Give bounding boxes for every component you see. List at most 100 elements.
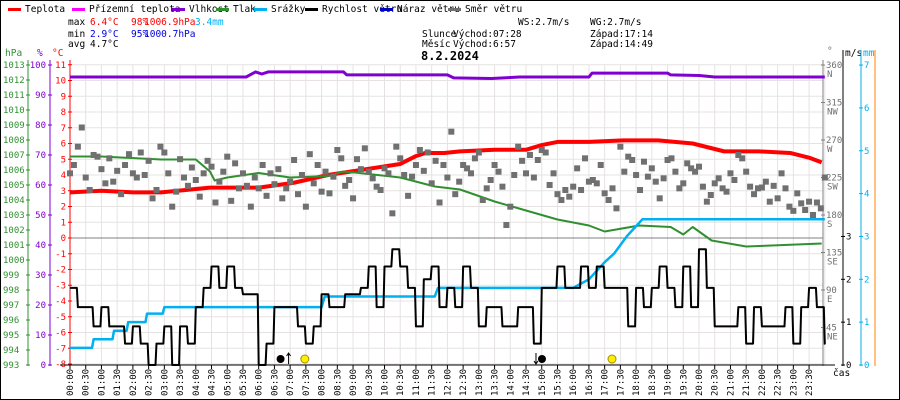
humidity-tick-label: 20 [35,301,46,311]
temp-tick-label: 6 [61,140,66,150]
wind-direction-point [648,165,655,172]
wind-direction-point [503,222,510,228]
wind-direction-point [817,205,824,212]
time-tick-label: 20:00 [695,369,705,396]
legend-label: Směr větru [465,4,523,15]
wind-direction-point [471,155,478,162]
legend-item: Směr větru [448,3,522,17]
wind-direction-point [464,165,471,172]
wind-direction-point [196,193,203,200]
pressure-tick-label: 1013 [3,61,25,71]
wind-direction-point [157,143,164,150]
wind-direction-point [609,185,616,192]
series-speed-line [70,248,826,366]
time-tick-label: 14:30 [522,369,532,396]
wind-direction-point [200,170,207,177]
wind-direction-point [401,172,408,178]
temp-tick-label: 4 [61,171,66,181]
wind-direction-point [589,177,596,183]
temp-tick-label: 10 [55,77,66,87]
wind-direction-point [782,185,789,192]
temp-tick-label: -2 [55,266,66,276]
wind-direction-point [102,180,109,187]
direction-compass-label: SE [827,258,838,268]
pressure-tick-label: 1011 [3,91,25,101]
temp-tick-label: 5 [61,155,66,165]
wind-direction-point [534,157,541,163]
humidity-tick-label: 50 [35,211,46,221]
wind-direction-point [581,155,588,162]
wind-direction-point [177,156,184,163]
wind-direction-point [118,191,125,198]
legend-swatch [305,8,318,11]
wind-direction-point [181,174,188,181]
wind-direction-point [660,175,667,182]
series-rain-line [70,218,825,350]
direction-tick-label: 135 [826,249,842,259]
time-tick-label: 05:00 [223,369,233,396]
time-tick-label: 18:30 [648,369,658,396]
wind-direction-point [637,187,644,193]
wind-direction-point [161,149,168,156]
temp-tick-label: -5 [55,313,66,323]
wind-direction-point [699,183,706,190]
wind-direction-point [275,166,282,173]
time-tick-label: 11:00 [412,369,422,396]
wind-direction-point [279,195,286,202]
wind-direction-point [640,158,647,165]
wind-direction-point [342,182,349,189]
time-tick-label: 23:30 [805,369,815,396]
temp-tick-label: -3 [55,281,66,291]
time-tick-label: 03:00 [160,369,170,396]
sunrise-icon [300,354,310,364]
time-tick-label: 06:30 [270,369,280,396]
wind-direction-point [629,157,636,163]
wind-direction-point [605,197,612,203]
wind-direction-point [133,174,140,181]
legend-label: Přízemní teplota [89,4,181,15]
pressure-tick-label: 997 [3,301,19,311]
wind-direction-point [806,198,813,205]
wind-direction-point [715,175,722,182]
time-tick-label: 14:00 [506,369,516,396]
wind-direction-point [137,149,144,156]
time-tick-label: 00:30 [82,369,92,396]
wind-direction-point [546,182,553,188]
wind-direction-point [295,191,302,198]
time-tick-label: 10:00 [381,369,391,396]
axis-unit-direction: ° [827,46,833,57]
wind-direction-point [487,177,494,183]
wind-direction-point [566,193,573,200]
rain-tick-label: 3 [864,232,869,242]
wind-direction-point [298,172,305,178]
humidity-tick-label: 70 [35,151,46,161]
wind-direction-point [412,162,419,168]
time-tick-label: 17:00 [601,369,611,396]
legend-swatch [380,8,393,11]
temp-tick-label: -1 [55,250,66,260]
wind-direction-point [267,170,274,177]
axis-unit-humidity: % [37,48,43,59]
humidity-tick-label: 10 [35,331,46,341]
wind-direction-point [98,166,105,173]
wind-direction-point [707,192,714,198]
wind-direction-point [739,155,746,162]
legend-label: Teplota [25,4,66,15]
temp-tick-label: 2 [61,203,66,213]
time-tick-label: 08:00 [318,369,328,396]
wind-direction-point [86,187,93,193]
wind-direction-point [381,165,388,172]
wind-direction-point [326,190,333,197]
wind-direction-point [353,156,360,163]
wind-direction-point [692,168,699,175]
time-tick-label: 18:00 [632,369,642,396]
temp-tick-label: -7 [55,344,66,354]
pressure-tick-label: 1000 [3,256,25,266]
time-tick-label: 12:30 [459,369,469,396]
time-tick-label: 22:30 [774,369,784,396]
wind-direction-point [153,187,160,193]
wind-direction-point [74,143,81,150]
wind-direction-point [688,165,695,172]
direction-tick-label: 180 [826,211,842,221]
wind-direction-point [432,157,439,164]
